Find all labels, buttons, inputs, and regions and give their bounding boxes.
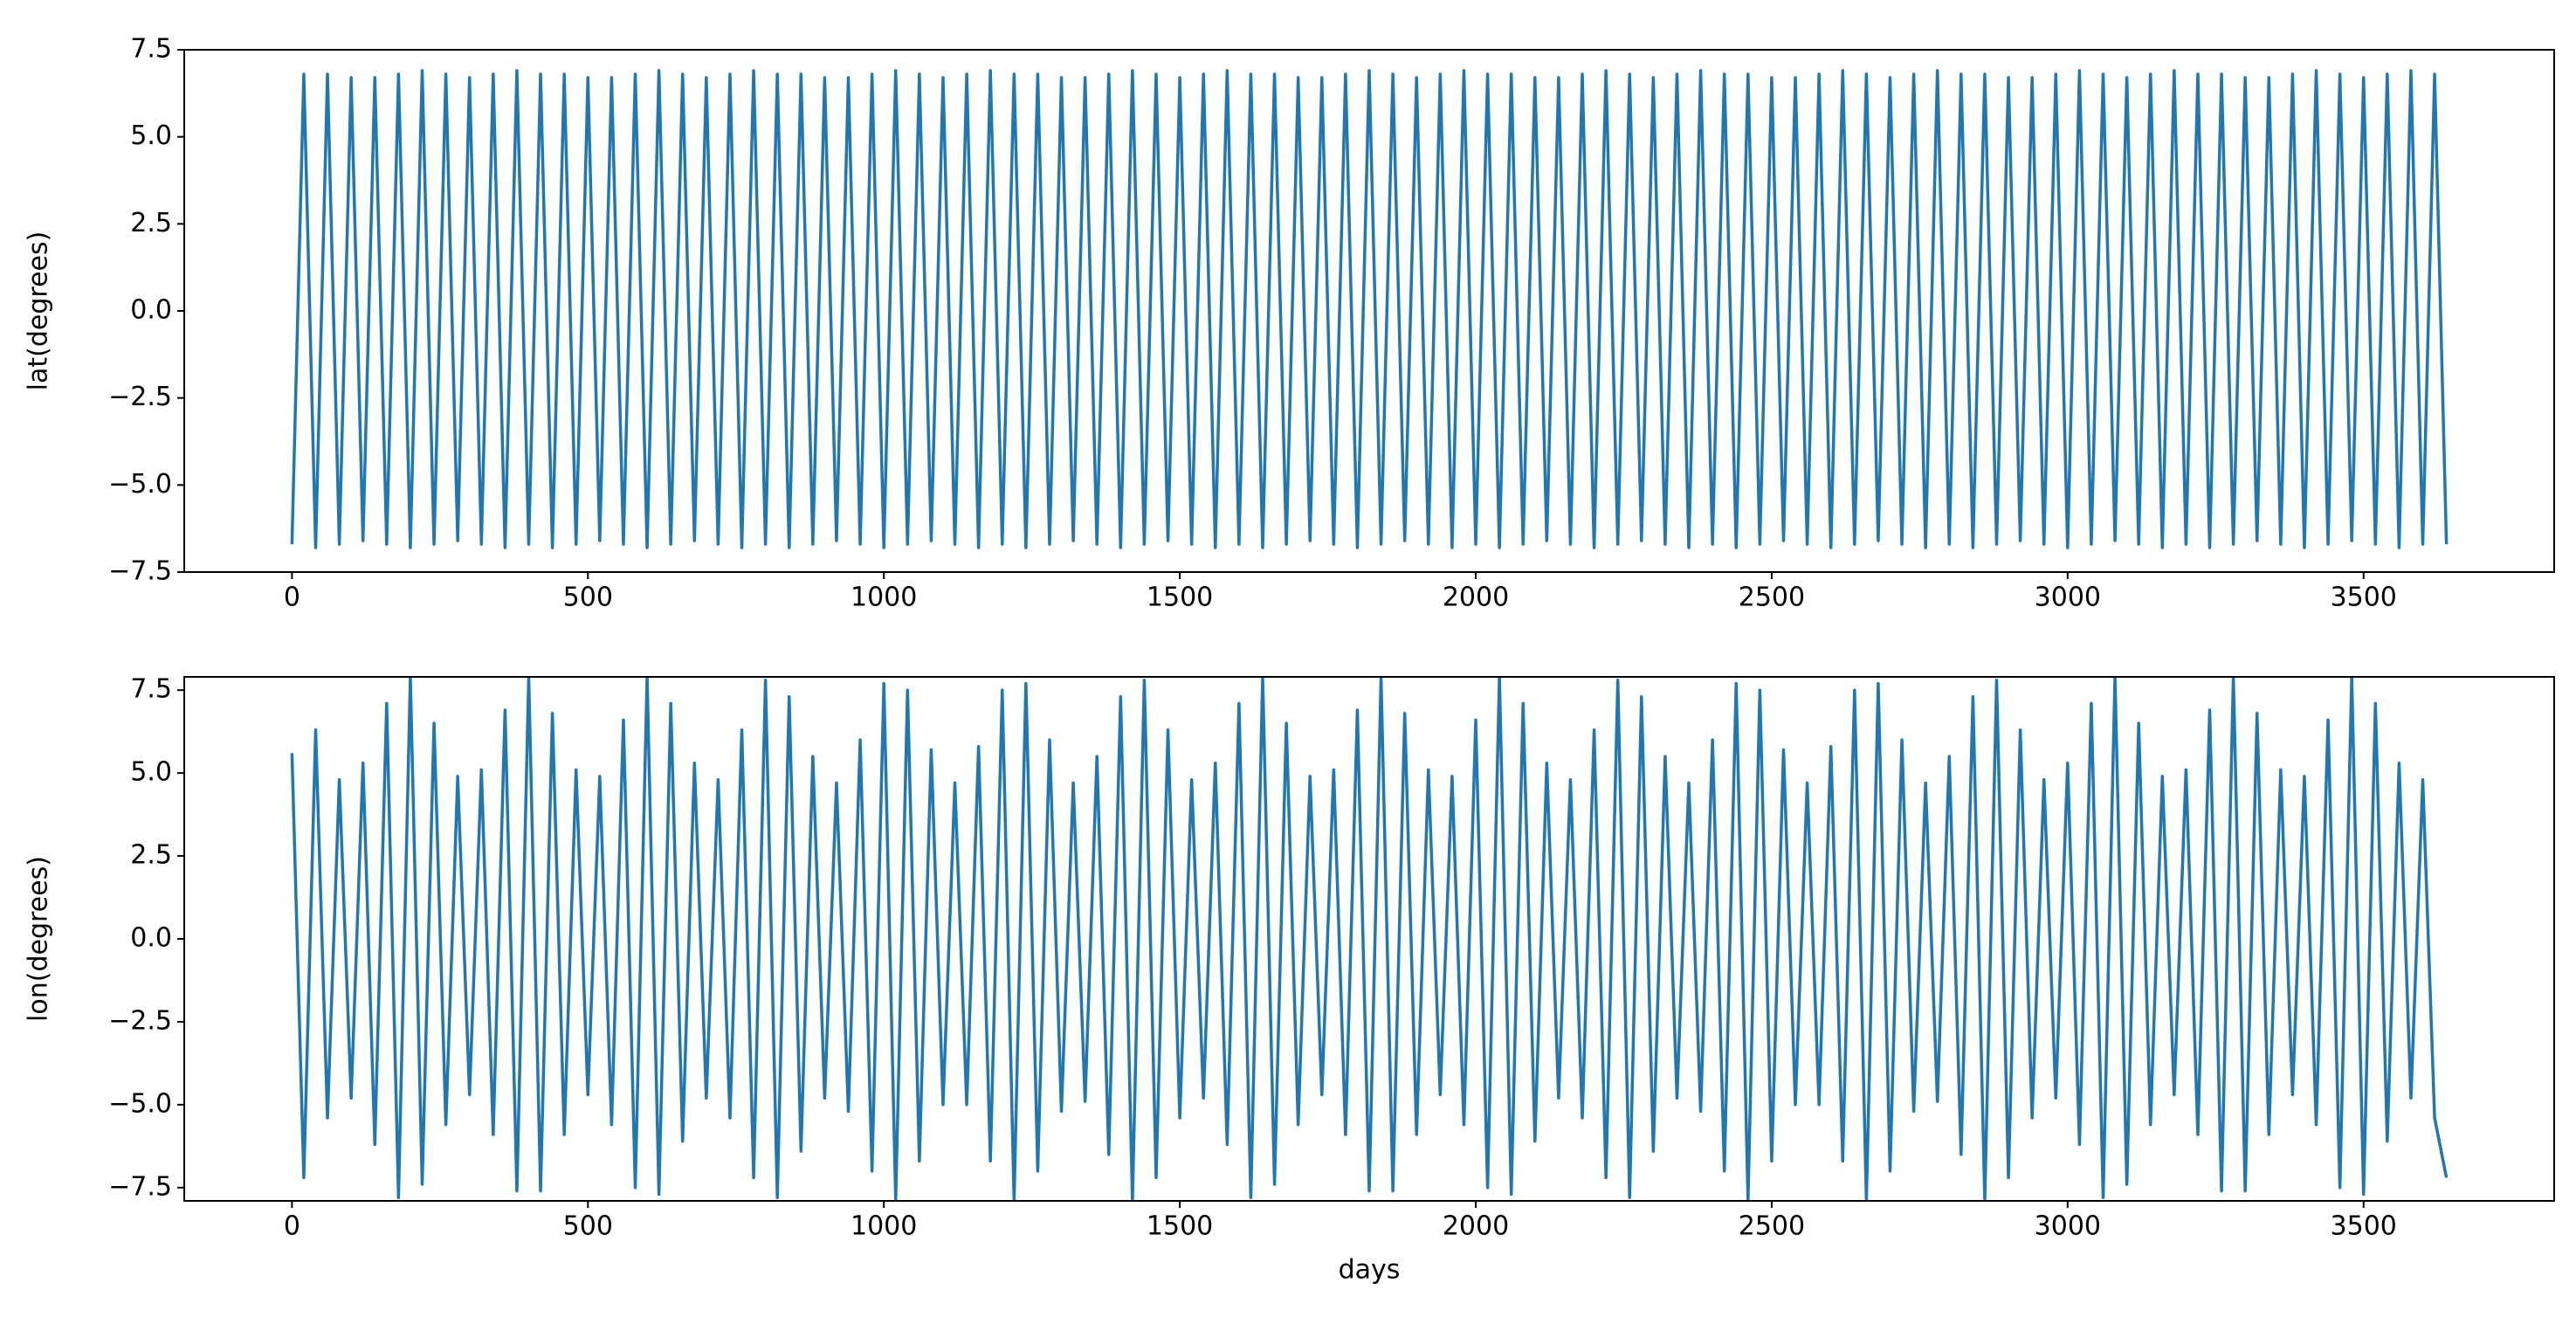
x-tick-label: 2000 (1443, 583, 1509, 613)
plot-area (290, 677, 2449, 1201)
x-tick-label: 2000 (1443, 1211, 1509, 1242)
y-tick-label: 5.0 (130, 757, 172, 788)
x-tick-label: 1000 (851, 583, 917, 613)
x-axis-label: days (1339, 1255, 1401, 1286)
x-tick-label: 2500 (1739, 583, 1805, 613)
y-tick-label: −7.5 (108, 556, 172, 587)
x-tick-label: 500 (563, 583, 613, 613)
x-tick-label: 0 (284, 1211, 300, 1242)
x-tick-label: 1500 (1147, 583, 1213, 613)
y-tick-label: 2.5 (130, 208, 172, 238)
y-tick-label: 5.0 (130, 121, 172, 151)
y-tick-label: 2.5 (130, 840, 172, 871)
y-tick-label: −2.5 (108, 1005, 172, 1036)
plot-area (290, 69, 2449, 549)
data-line (290, 69, 2449, 549)
x-tick-label: 2500 (1739, 1211, 1805, 1242)
x-tick-label: 500 (563, 1211, 613, 1242)
data-line (290, 677, 2449, 1201)
y-tick-label: −7.5 (108, 1171, 172, 1202)
x-tick-label: 3500 (2331, 583, 2397, 613)
x-tick-label: 3500 (2331, 1211, 2397, 1242)
x-tick-label: 3000 (2035, 1211, 2101, 1242)
y-tick-label: −5.0 (108, 469, 172, 500)
y-axis-label: lat(degrees) (24, 231, 54, 391)
y-tick-label: 7.5 (130, 34, 172, 65)
y-tick-label: −5.0 (108, 1088, 172, 1119)
x-tick-label: 3000 (2035, 583, 2101, 613)
y-axis-label: lon(degrees) (24, 856, 54, 1022)
y-tick-label: −2.5 (108, 382, 172, 412)
x-tick-label: 1500 (1147, 1211, 1213, 1242)
y-tick-label: 7.5 (130, 674, 172, 705)
x-tick-label: 0 (284, 583, 300, 613)
y-tick-label: 0.0 (130, 295, 172, 326)
x-tick-label: 1000 (851, 1211, 917, 1242)
y-tick-label: 0.0 (130, 923, 172, 954)
